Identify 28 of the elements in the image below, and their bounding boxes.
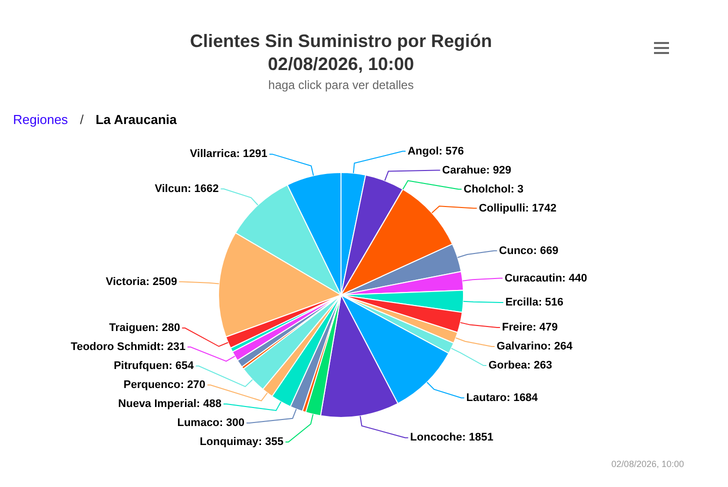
slice-label: Traiguen: 280 bbox=[109, 322, 180, 334]
slice-label: Cholchol: 3 bbox=[464, 183, 524, 196]
slice-label: Loncoche: 1851 bbox=[410, 432, 494, 444]
slice-label: Teodoro Schmidt: 231 bbox=[70, 341, 186, 354]
slice-label: Angol: 576 bbox=[408, 145, 464, 158]
slice-label: Ercilla: 516 bbox=[505, 296, 564, 309]
slice-label: Lautaro: 1684 bbox=[466, 392, 539, 404]
text: La Araucania bbox=[96, 112, 177, 127]
slice-label: Freire: 479 bbox=[502, 322, 558, 334]
slice-label: Lonquimay: 355 bbox=[200, 436, 284, 448]
text: Regiones bbox=[13, 112, 68, 127]
slice-label: Curacautin: 440 bbox=[504, 272, 588, 284]
slice-label: Nueva Imperial: 488 bbox=[118, 398, 222, 410]
text: / bbox=[80, 112, 84, 127]
slice-label: Cunco: 669 bbox=[499, 244, 558, 257]
slice-label: Villarrica: 1291 bbox=[190, 148, 268, 160]
slice-label: Lumaco: 300 bbox=[177, 417, 244, 430]
slice-label: Carahue: 929 bbox=[442, 164, 512, 176]
slice-label: Galvarino: 264 bbox=[496, 340, 574, 353]
slice-label: Gorbea: 263 bbox=[488, 360, 552, 372]
chart-subtitle: haga click para ver detalles bbox=[267, 78, 415, 92]
slice-label: Pitrufquen: 654 bbox=[114, 360, 195, 372]
slice-label: Vilcun: 1662 bbox=[154, 182, 219, 195]
slice-label: Victoria: 2509 bbox=[106, 276, 178, 288]
slice-label: Collipulli: 1742 bbox=[478, 202, 556, 214]
slice-label: Perquenco: 270 bbox=[124, 379, 206, 392]
text: 02/08/2026, 10:00 bbox=[611, 459, 684, 469]
chart-title: Clientes Sin Suministro por Región 02/08/2026, 10:00 bbox=[188, 30, 494, 76]
